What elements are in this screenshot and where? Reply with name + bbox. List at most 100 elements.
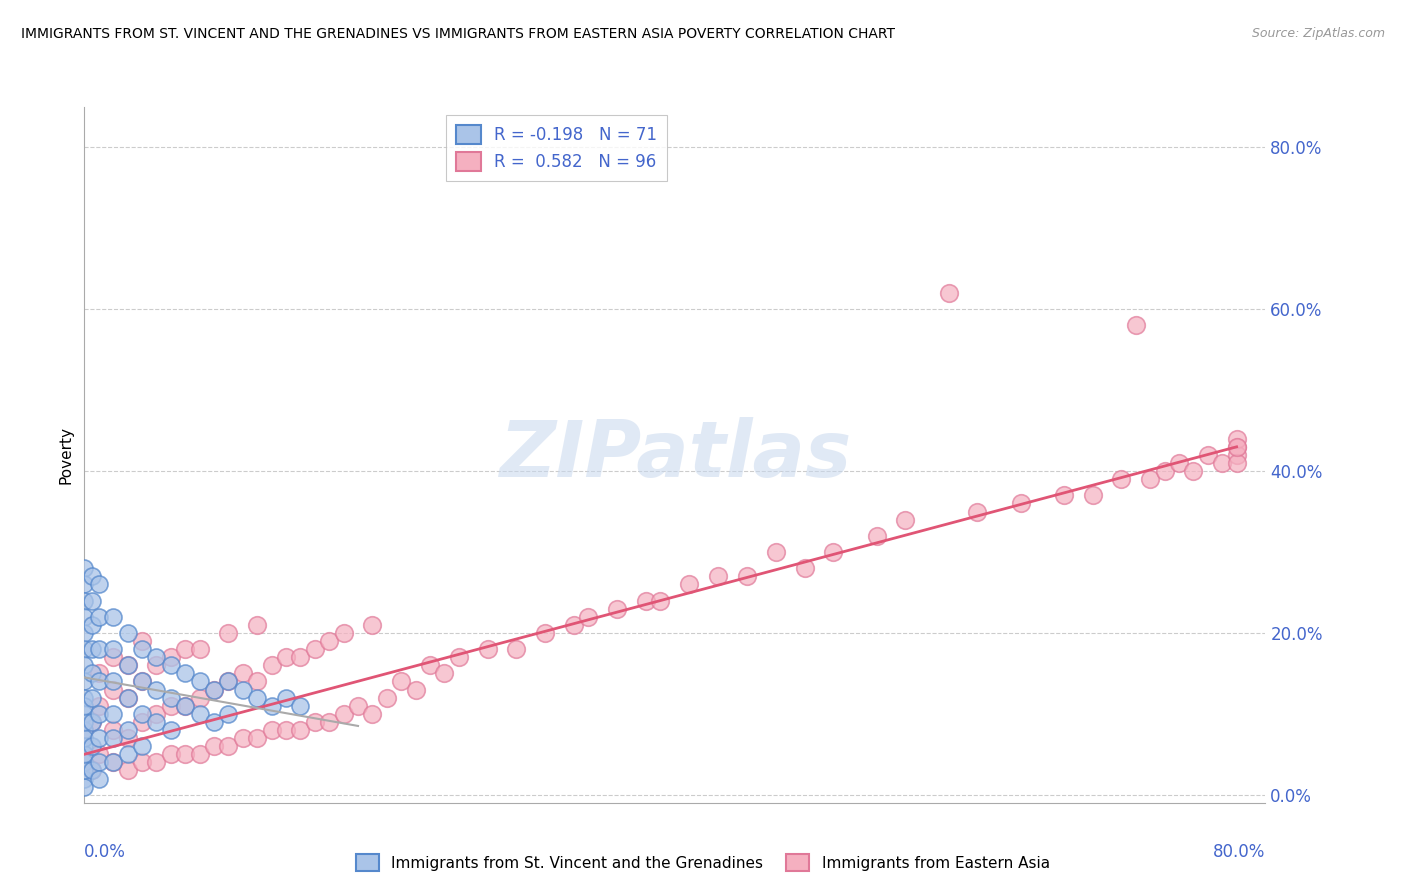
Point [1226, 440, 1249, 454]
Point [80, 617, 103, 632]
Point [73, 626, 96, 640]
Point [145, 706, 167, 721]
Point [73, 764, 96, 778]
Point [73, 658, 96, 673]
Point [966, 504, 988, 518]
Point [202, 739, 225, 754]
Point [188, 642, 211, 657]
Point [73, 772, 96, 786]
Point [131, 674, 153, 689]
Point [131, 739, 153, 754]
Point [145, 650, 167, 665]
Y-axis label: Poverty: Poverty [58, 425, 73, 484]
Point [101, 731, 124, 745]
Point [232, 682, 254, 697]
Point [159, 690, 181, 705]
Point [131, 714, 153, 729]
Point [332, 626, 354, 640]
Point [80, 764, 103, 778]
Point [202, 714, 225, 729]
Point [260, 658, 283, 673]
Point [332, 706, 354, 721]
Text: 0.0%: 0.0% [84, 843, 127, 861]
Point [562, 617, 585, 632]
Point [131, 642, 153, 657]
Point [735, 569, 758, 583]
Point [217, 706, 239, 721]
Point [87, 772, 110, 786]
Point [73, 723, 96, 737]
Point [80, 593, 103, 607]
Point [101, 609, 124, 624]
Point [188, 747, 211, 762]
Point [361, 617, 384, 632]
Point [274, 650, 297, 665]
Point [202, 682, 225, 697]
Point [260, 698, 283, 713]
Point [188, 674, 211, 689]
Point [159, 650, 181, 665]
Point [117, 690, 139, 705]
Text: Source: ZipAtlas.com: Source: ZipAtlas.com [1251, 27, 1385, 40]
Point [101, 706, 124, 721]
Point [159, 658, 181, 673]
Point [87, 674, 110, 689]
Point [1111, 472, 1133, 486]
Point [1197, 448, 1219, 462]
Point [202, 682, 225, 697]
Point [1226, 448, 1249, 462]
Point [318, 634, 340, 648]
Point [73, 561, 96, 575]
Point [101, 650, 124, 665]
Point [73, 577, 96, 591]
Point [73, 690, 96, 705]
Point [145, 756, 167, 770]
Point [1182, 464, 1205, 478]
Point [117, 690, 139, 705]
Point [145, 658, 167, 673]
Point [1226, 432, 1249, 446]
Point [1153, 464, 1175, 478]
Point [636, 593, 658, 607]
Point [101, 756, 124, 770]
Point [159, 698, 181, 713]
Point [73, 714, 96, 729]
Point [101, 674, 124, 689]
Point [389, 674, 412, 689]
Point [707, 569, 730, 583]
Point [217, 674, 239, 689]
Legend: Immigrants from St. Vincent and the Grenadines, Immigrants from Eastern Asia: Immigrants from St. Vincent and the Gren… [350, 848, 1056, 877]
Point [73, 593, 96, 607]
Point [232, 731, 254, 745]
Point [174, 666, 197, 681]
Point [87, 731, 110, 745]
Point [188, 690, 211, 705]
Point [246, 617, 269, 632]
Point [894, 513, 917, 527]
Point [274, 723, 297, 737]
Text: ZIPatlas: ZIPatlas [499, 417, 851, 493]
Point [145, 714, 167, 729]
Point [304, 642, 326, 657]
Point [174, 747, 197, 762]
Point [73, 780, 96, 794]
Point [80, 739, 103, 754]
Point [87, 577, 110, 591]
Point [87, 609, 110, 624]
Point [765, 545, 787, 559]
Point [73, 756, 96, 770]
Point [260, 723, 283, 737]
Point [101, 642, 124, 657]
Point [419, 658, 441, 673]
Point [117, 731, 139, 745]
Point [73, 731, 96, 745]
Point [73, 739, 96, 754]
Point [217, 674, 239, 689]
Point [145, 682, 167, 697]
Point [793, 561, 815, 575]
Point [290, 650, 312, 665]
Point [1053, 488, 1076, 502]
Point [101, 756, 124, 770]
Point [217, 739, 239, 754]
Point [117, 723, 139, 737]
